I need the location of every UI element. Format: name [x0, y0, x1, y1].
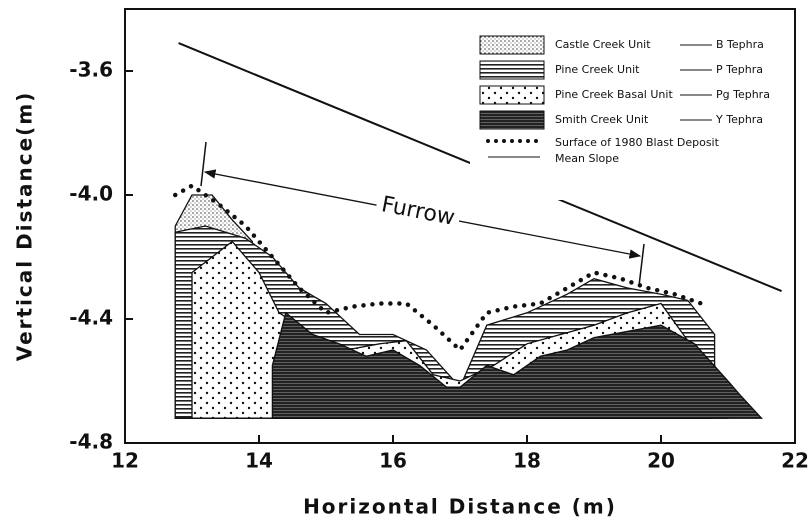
legend-swatch: [479, 35, 545, 55]
furrow-bound: [200, 141, 207, 187]
x-tick-label: 22: [781, 449, 809, 473]
y-tick-label: -4.8: [69, 430, 113, 454]
x-tick-label: 16: [379, 449, 407, 473]
legend-label: Mean Slope: [555, 152, 619, 165]
legend-label: Surface of 1980 Blast Deposit: [555, 136, 720, 149]
plot-frame: [124, 8, 796, 444]
legend-swatch: [479, 60, 545, 80]
y-tick-label: -4.4: [69, 306, 113, 330]
legend-label: Pine Creek Unit: [555, 63, 640, 76]
x-tick-label: 20: [647, 449, 675, 473]
legend-tephra: Pg Tephra: [716, 88, 770, 101]
y-tick-label: -3.6: [69, 58, 113, 82]
legend-tephra: B Tephra: [716, 38, 764, 51]
legend-label: Castle Creek Unit: [555, 38, 651, 51]
y-axis-title: Vertical Distance(m): [13, 91, 37, 362]
x-tick-label: 12: [111, 449, 139, 473]
legend-label: Pine Creek Basal Unit: [555, 88, 673, 101]
legend-swatch: [479, 85, 545, 105]
legend: Castle Creek Unit B Tephra Pine Creek Unit…: [479, 35, 770, 165]
layer-area: [271, 311, 763, 419]
x-tick-label: 14: [245, 449, 273, 473]
x-tick-label: 18: [513, 449, 541, 473]
x-axis-title: Horizontal Distance (m): [303, 495, 617, 519]
legend-tephra: P Tephra: [716, 63, 763, 76]
annotation-bg: [374, 190, 462, 234]
y-tick-label: -4.0: [69, 182, 113, 206]
legend-swatch: [479, 110, 545, 130]
legend-tephra: Y Tephra: [715, 113, 763, 126]
furrow-bound: [638, 243, 645, 287]
legend-label: Smith Creek Unit: [555, 113, 649, 126]
